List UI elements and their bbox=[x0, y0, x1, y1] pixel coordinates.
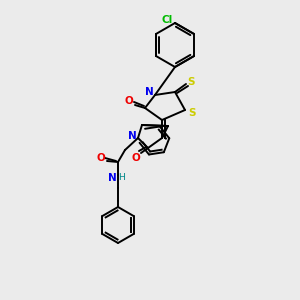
Text: O: O bbox=[132, 153, 140, 163]
Text: O: O bbox=[97, 153, 105, 163]
Text: O: O bbox=[124, 96, 134, 106]
Text: N: N bbox=[145, 87, 153, 97]
Text: S: S bbox=[188, 108, 196, 118]
Text: S: S bbox=[187, 77, 195, 87]
Text: Cl: Cl bbox=[161, 15, 172, 25]
Text: N: N bbox=[108, 173, 116, 183]
Text: N: N bbox=[128, 131, 136, 141]
Text: H: H bbox=[118, 173, 125, 182]
